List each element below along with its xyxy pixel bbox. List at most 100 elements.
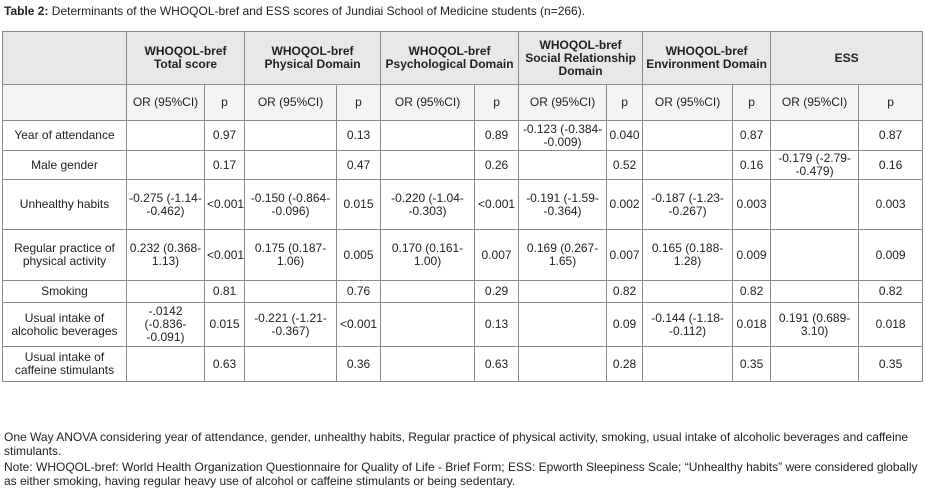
row-label: Male gender — [2, 150, 127, 180]
or-cell — [642, 346, 734, 382]
or-cell — [244, 120, 338, 151]
header-cell: WHOQOL-bref Total score — [125, 31, 246, 85]
header-cell: WHOQOL-bref Psychological Domain — [380, 31, 520, 85]
p-cell: 0.26 — [474, 150, 520, 180]
header-row: WHOQOL-bref Total score WHOQOL-bref Phys… — [2, 31, 924, 85]
or-cell — [518, 280, 608, 303]
or-cell — [642, 120, 734, 151]
subheader-p: p — [474, 84, 520, 121]
or-cell — [380, 346, 476, 382]
or-cell: 0.232 (0.368-1.13) — [126, 229, 205, 281]
or-cell: 0.170 (0.161-1.00) — [380, 229, 476, 281]
table-row: Year of attendance 0.97 0.13 0.89 -0.123 (-0… — [2, 120, 924, 151]
or-cell: 0.191 (0.689-3.10) — [770, 302, 860, 347]
or-cell — [518, 346, 608, 382]
subheader-p: p — [203, 84, 246, 121]
or-cell: 0.175 (0.187-1.06) — [244, 229, 338, 281]
subheader-or: OR (95%CI) — [770, 84, 860, 121]
or-cell: -0.220 (-1.04--0.303) — [380, 179, 476, 230]
p-cell: 0.63 — [474, 346, 520, 382]
p-cell: 0.007 — [474, 229, 520, 281]
or-cell: -.0142 (-0.836--0.091) — [126, 302, 205, 347]
p-cell: 0.81 — [203, 280, 246, 303]
row-label: Unhealthy habits — [2, 179, 127, 230]
p-cell: 0.97 — [203, 120, 246, 151]
p-cell: 0.13 — [336, 120, 382, 151]
subheader-corner — [2, 84, 127, 121]
p-cell: 0.35 — [732, 346, 772, 382]
or-cell — [126, 120, 205, 151]
or-cell — [770, 179, 860, 230]
p-cell: 0.82 — [606, 280, 644, 303]
table-row: Usual intake of caffeine stimulants 0.63 0… — [2, 346, 924, 382]
p-cell: <0.001 — [203, 179, 246, 230]
p-cell: 0.005 — [336, 229, 382, 281]
or-cell — [770, 229, 860, 281]
table-notes: One Way ANOVA considering year of attend… — [4, 430, 919, 490]
p-cell: 0.015 — [336, 179, 382, 230]
or-cell — [380, 280, 476, 303]
or-cell — [518, 150, 608, 180]
or-cell — [126, 346, 205, 382]
p-cell: <0.001 — [474, 179, 520, 230]
table-row: Smoking 0.81 0.76 0.29 0.82 0.82 0.82 — [2, 280, 924, 303]
subheader-p: p — [732, 84, 772, 121]
p-cell: 0.009 — [858, 229, 924, 281]
table-row: Usual intake of alcoholic beverages -.014… — [2, 302, 924, 347]
or-cell — [380, 150, 476, 180]
caption-text: Determinants of the WHOQOL-bref and ESS … — [48, 4, 586, 18]
p-cell: 0.09 — [606, 302, 644, 347]
or-cell — [770, 120, 860, 151]
p-cell: <0.001 — [336, 302, 382, 347]
row-label: Smoking — [2, 280, 127, 303]
p-cell: 0.16 — [858, 150, 924, 180]
header-cell: WHOQOL-bref Physical Domain — [244, 31, 382, 85]
p-cell: 0.17 — [203, 150, 246, 180]
table-row: Regular practice of physical activity 0.2… — [2, 229, 924, 281]
p-cell: 0.018 — [732, 302, 772, 347]
p-cell: 0.82 — [858, 280, 924, 303]
table-body: Year of attendance 0.97 0.13 0.89 -0.123 (-0… — [2, 120, 924, 382]
or-cell — [244, 280, 338, 303]
p-cell: <0.001 — [203, 229, 246, 281]
or-cell — [244, 346, 338, 382]
p-cell: 0.87 — [858, 120, 924, 151]
or-cell: -0.144 (-1.18--0.112) — [642, 302, 734, 347]
or-cell — [126, 150, 205, 180]
p-cell: 0.040 — [606, 120, 644, 151]
or-cell — [642, 150, 734, 180]
p-cell: 0.003 — [858, 179, 924, 230]
p-cell: 0.13 — [474, 302, 520, 347]
p-cell: 0.009 — [732, 229, 772, 281]
p-cell: 0.29 — [474, 280, 520, 303]
p-cell: 0.36 — [336, 346, 382, 382]
header-cell: WHOQOL-bref Social Relationship Domain — [518, 31, 644, 85]
row-label: Year of attendance — [2, 120, 127, 151]
header-cell: WHOQOL-bref Environment Domain — [642, 31, 772, 85]
subheader-p: p — [336, 84, 382, 121]
or-cell: -0.150 (-0.864--0.096) — [244, 179, 338, 230]
or-cell: 0.169 (0.267-1.65) — [518, 229, 608, 281]
p-cell: 0.47 — [336, 150, 382, 180]
table-caption: Table 2: Determinants of the WHOQOL-bref… — [4, 4, 919, 19]
p-cell: 0.52 — [606, 150, 644, 180]
p-cell: 0.002 — [606, 179, 644, 230]
row-label: Usual intake of caffeine stimulants — [2, 346, 127, 382]
p-cell: 0.76 — [336, 280, 382, 303]
or-cell — [770, 280, 860, 303]
or-cell — [770, 346, 860, 382]
p-cell: 0.28 — [606, 346, 644, 382]
or-cell: -0.187 (-1.23--0.267) — [642, 179, 734, 230]
p-cell: 0.35 — [858, 346, 924, 382]
p-cell: 0.89 — [474, 120, 520, 151]
or-cell: -0.275 (-1.14--0.462) — [126, 179, 205, 230]
anova-note: One Way ANOVA considering year of attend… — [4, 430, 909, 458]
row-label: Regular practice of physical activity — [2, 229, 127, 281]
subheader-or: OR (95%CI) — [126, 84, 205, 121]
or-cell: -0.179 (-2.79--0.479) — [770, 150, 860, 180]
subheader-or: OR (95%CI) — [380, 84, 476, 121]
p-cell: 0.018 — [858, 302, 924, 347]
subheader-p: p — [606, 84, 644, 121]
subheader-row: OR (95%CI) p OR (95%CI) p OR (95%CI) p OR (… — [2, 84, 924, 121]
